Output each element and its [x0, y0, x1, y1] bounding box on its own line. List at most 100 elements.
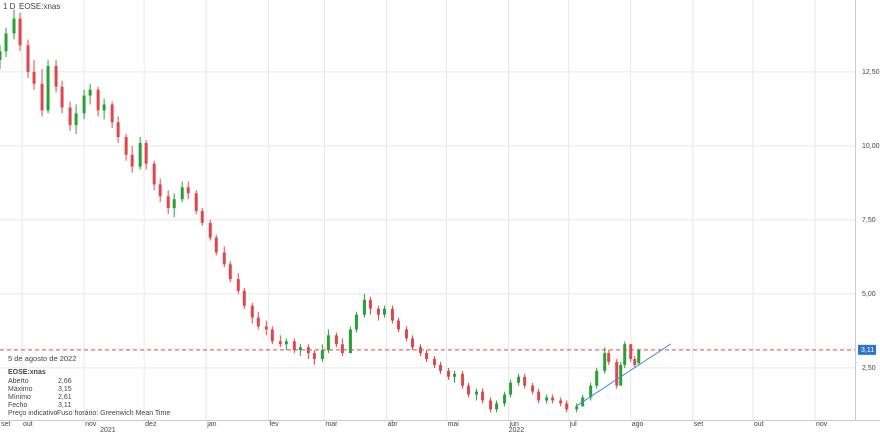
y-tick-label: 5,00 — [862, 291, 876, 298]
candle-body — [495, 403, 499, 410]
candle-body — [523, 376, 527, 386]
candle-body — [475, 391, 479, 395]
candle-body — [82, 95, 86, 114]
candle-body — [88, 89, 92, 96]
candle-body — [607, 353, 611, 362]
candle-body — [410, 338, 414, 348]
x-tick-label: out — [754, 421, 764, 428]
candle-body — [298, 347, 302, 351]
candle-body — [589, 385, 593, 398]
y-tick-label: 12,50 — [862, 69, 880, 76]
candle-body — [545, 397, 549, 401]
info-label: Fecho — [8, 402, 28, 409]
candle-body — [186, 187, 190, 194]
info-panel: 5 de agosto de 2022 EOSE:xnas Aberto 2,66… — [8, 354, 170, 417]
candle-body — [348, 329, 352, 354]
trendline — [576, 343, 672, 407]
candle-body — [152, 163, 156, 185]
interval: 1 D — [3, 2, 16, 11]
x-tick-label: set — [694, 421, 703, 428]
info-footer: Preço indicativo — [8, 410, 58, 417]
candle-body — [509, 382, 513, 395]
x-tick-label: jul — [569, 421, 577, 428]
x-tick-label: jun — [509, 421, 519, 428]
candle-body — [194, 193, 198, 212]
candle-body — [404, 329, 408, 339]
candle-body — [102, 104, 106, 111]
info-value: 2,66 — [58, 378, 72, 385]
candle-body — [467, 385, 471, 395]
candle-body — [214, 237, 218, 253]
candle-body — [433, 359, 437, 365]
candle-body — [158, 184, 162, 197]
candle-body — [166, 196, 170, 209]
info-value: 2,61 — [58, 394, 72, 401]
candle-body — [619, 364, 623, 386]
candle-body — [284, 341, 288, 345]
candle-body — [60, 86, 64, 108]
candle-body — [489, 400, 493, 410]
candle-body — [481, 391, 485, 401]
candle-body — [4, 33, 8, 52]
y-tick-label: 2,50 — [862, 365, 876, 372]
candle-body — [278, 341, 282, 345]
candle-body — [559, 400, 563, 404]
candle-body — [54, 66, 58, 87]
candle-body — [439, 364, 443, 371]
candle-body — [264, 326, 268, 330]
candle-body — [461, 373, 465, 386]
year-label: 2021 — [100, 427, 116, 433]
candle-body — [242, 290, 246, 306]
x-tick-label: nov — [85, 421, 97, 428]
candle-body — [18, 18, 22, 46]
info-footer: Fuso horário: Greenwich Mean Time — [57, 410, 170, 417]
candle-body — [96, 89, 100, 111]
x-tick-label: dez — [145, 421, 157, 428]
candle-body — [130, 154, 134, 167]
x-tick-label: nov — [816, 421, 828, 428]
candle-body — [12, 18, 16, 34]
candle-body — [32, 71, 36, 84]
candles — [0, 9, 855, 413]
candle-body — [453, 373, 457, 377]
candle-body — [0, 51, 2, 61]
candle-body — [124, 137, 128, 155]
candle-body — [623, 344, 627, 365]
y-tick-label: 7,50 — [862, 217, 876, 224]
candle-body — [138, 142, 142, 167]
candle-body — [180, 187, 184, 200]
candle-body — [575, 406, 579, 410]
info-value: 3,15 — [58, 386, 72, 393]
x-tick-label: ago — [632, 421, 644, 428]
candle-body — [531, 385, 535, 392]
candle-body — [447, 370, 451, 377]
candle-body — [334, 335, 338, 345]
candle-body — [26, 45, 30, 72]
candle-body — [551, 397, 555, 401]
year-label: 2022 — [509, 427, 525, 433]
candle-body — [270, 329, 274, 342]
info-symbol: EOSE:xnas — [8, 369, 46, 376]
candle-body — [537, 391, 541, 401]
candle-body — [68, 107, 72, 126]
candle-body — [236, 279, 240, 291]
candle-body — [629, 344, 633, 360]
candle-body — [565, 403, 569, 410]
candle-body — [376, 308, 380, 315]
candle-body — [633, 359, 637, 365]
candle-body — [354, 314, 358, 330]
x-tick-label: mai — [448, 421, 460, 428]
candle-body — [340, 344, 344, 354]
candle-body — [74, 113, 78, 126]
x-tick-label: out — [23, 421, 33, 428]
x-tick-label: abr — [387, 421, 398, 428]
candle-body — [326, 335, 330, 351]
info-label: Aberto — [8, 378, 29, 385]
candle-body — [637, 349, 641, 364]
info-value: 3,11 — [58, 402, 71, 409]
candle-body — [424, 353, 428, 360]
candle-body — [517, 376, 521, 383]
candle-body — [228, 264, 232, 280]
info-label: Máximo — [8, 386, 33, 393]
